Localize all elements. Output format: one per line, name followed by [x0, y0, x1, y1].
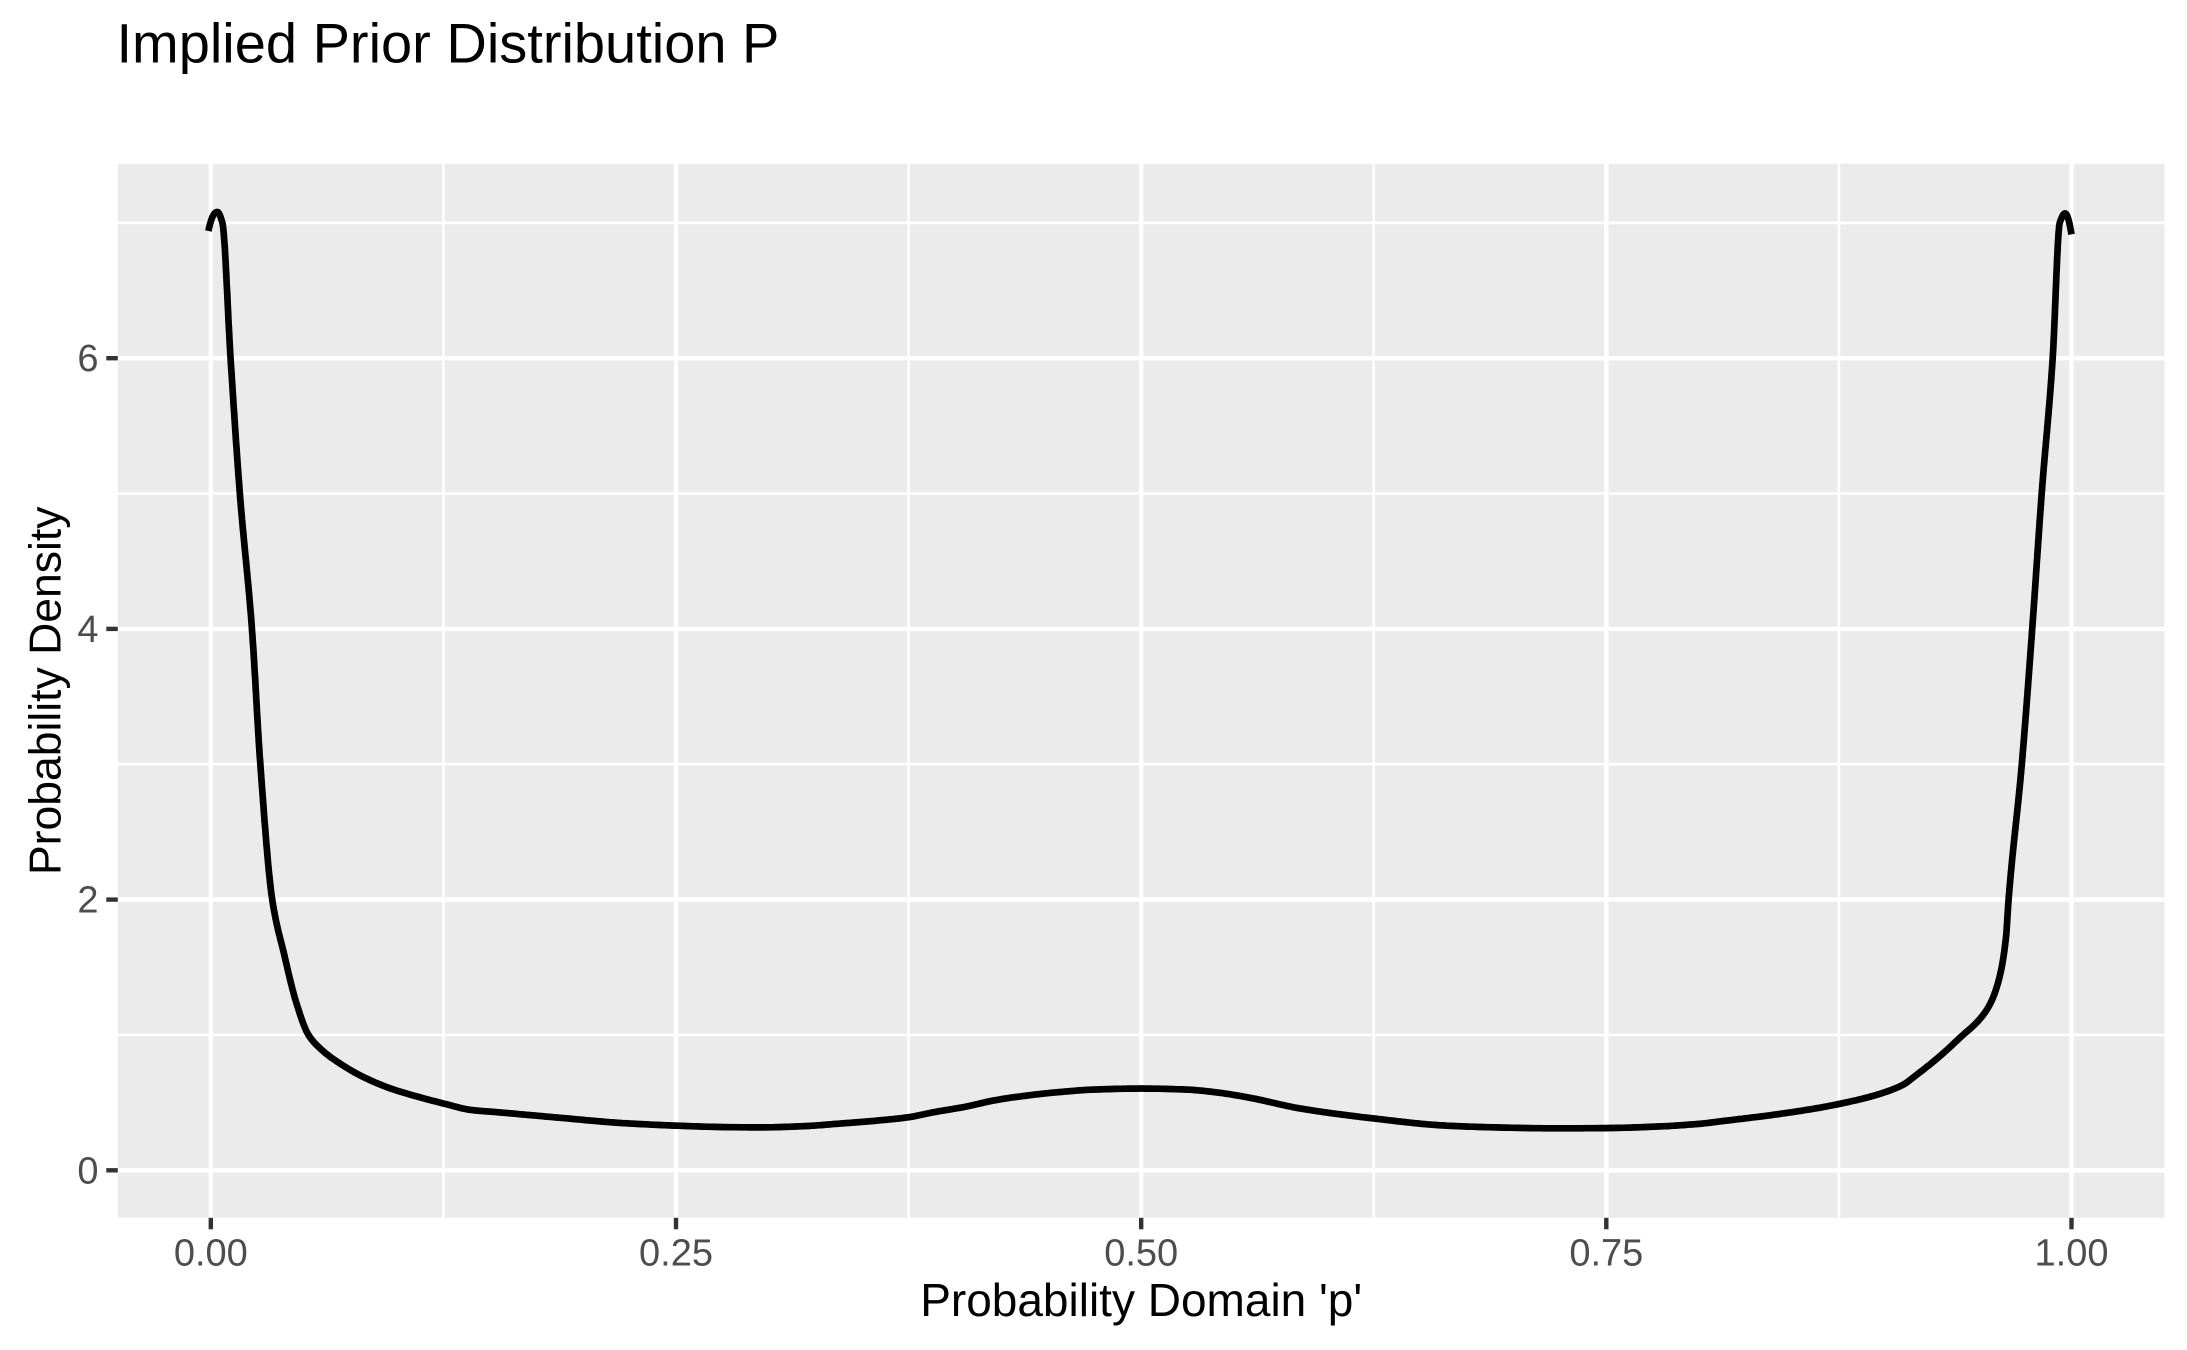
svg-text:0.25: 0.25 — [639, 1233, 713, 1275]
svg-text:6: 6 — [77, 338, 98, 380]
svg-text:Implied Prior Distribution P: Implied Prior Distribution P — [117, 12, 780, 75]
svg-text:4: 4 — [77, 609, 98, 651]
svg-text:Probability Density: Probability Density — [22, 506, 71, 875]
svg-text:0.75: 0.75 — [1569, 1233, 1643, 1275]
svg-text:1.00: 1.00 — [2035, 1233, 2109, 1275]
svg-text:Probability Domain 'p': Probability Domain 'p' — [920, 1274, 1362, 1326]
svg-text:0.50: 0.50 — [1104, 1233, 1178, 1275]
svg-text:0.00: 0.00 — [174, 1233, 248, 1275]
svg-text:2: 2 — [77, 880, 98, 922]
svg-text:0: 0 — [77, 1150, 98, 1192]
